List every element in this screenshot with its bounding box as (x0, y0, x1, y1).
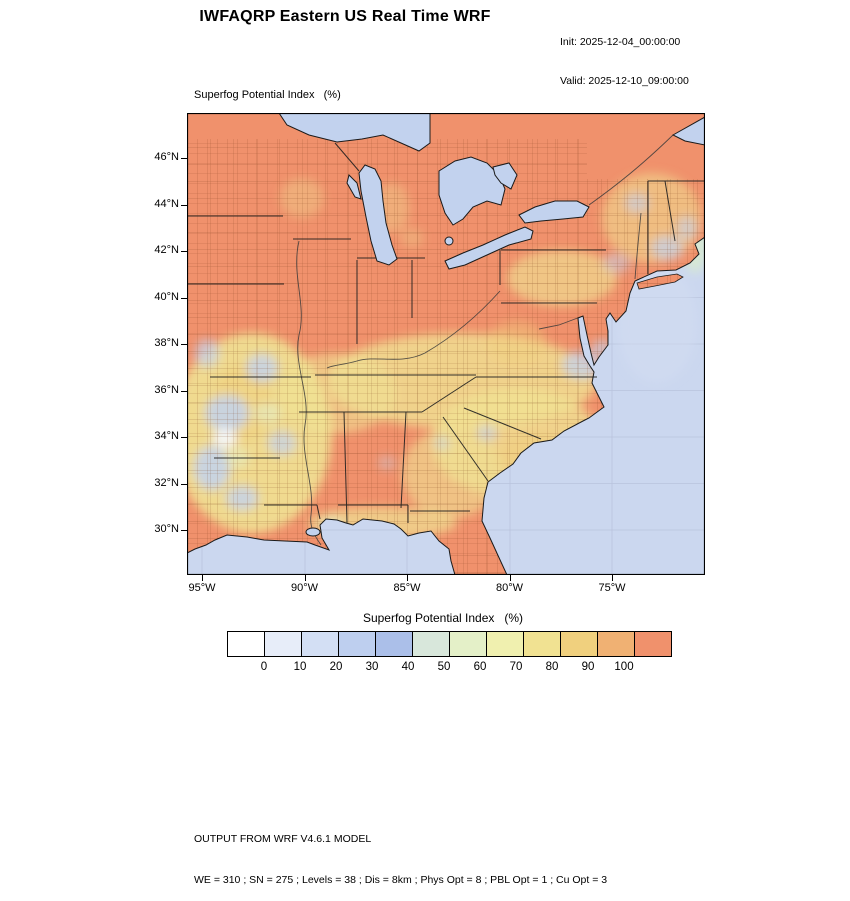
colorbar-cell (265, 632, 302, 656)
x-tick-label: 80°W (495, 582, 524, 594)
colorbar-cell (302, 632, 339, 656)
y-tick-mark (181, 158, 187, 159)
colorbar-cell (561, 632, 598, 656)
colorbar-tick-label: 70 (509, 661, 523, 673)
map-area: 46°N 44°N 42°N 40°N 38°N 36°N 34°N 32°N 30°N 95°W… (154, 113, 705, 594)
x-tick-mark (202, 575, 203, 581)
colorbar-tick-label: 50 (437, 661, 451, 673)
x-tick-mark (407, 575, 408, 581)
lake-st-clair (444, 236, 454, 246)
y-tick-label: 46°N (154, 151, 179, 163)
x-tick-mark (509, 575, 511, 581)
valid-time: Valid: 2025-12-10_09:00:00 (560, 75, 689, 87)
y-tick-label: 30°N (154, 523, 179, 535)
map-svg (187, 113, 705, 575)
x-tick-label: 85°W (393, 582, 421, 594)
lake-superior (278, 113, 431, 152)
y-tick-mark (181, 204, 187, 206)
colorbar-tick-label: 40 (401, 661, 415, 673)
st-lawrence-estuary (671, 116, 705, 146)
footer-line1: OUTPUT FROM WRF V4.6.1 MODEL (194, 833, 372, 845)
great-lakes (278, 113, 705, 537)
init-time: Init: 2025-12-04_00:00:00 (560, 36, 681, 48)
y-tick-mark (181, 483, 187, 485)
x-tick-label: 90°W (290, 582, 319, 594)
y-tick-label: 38°N (154, 337, 179, 349)
lake-pontchartrain (305, 527, 321, 537)
x-tick-label: 95°W (188, 582, 216, 594)
colorbar-tick-label: 60 (473, 661, 487, 673)
footer: OUTPUT FROM WRF V4.6.1 MODEL WE = 310 ; … (194, 806, 607, 901)
colorbar (227, 631, 672, 657)
green-bay (346, 174, 362, 200)
colorbar-tick-label: 10 (293, 661, 307, 673)
colorbar-cell (487, 632, 524, 656)
colorbar-tick-label: 90 (581, 661, 595, 673)
coastline (187, 236, 705, 575)
colorbar-cell (598, 632, 635, 656)
state-boundaries (187, 142, 705, 524)
y-tick-mark (181, 251, 187, 252)
map-frame (187, 113, 705, 575)
colorbar-tick-label: 30 (365, 661, 379, 673)
colorbar-title: Superfog Potential Index (%) (362, 611, 524, 625)
y-tick-mark (181, 437, 187, 438)
colorbar-tick-label: 20 (329, 661, 343, 673)
plot-title: IWFAQRP Eastern US Real Time WRF (199, 8, 491, 25)
y-tick-label: 32°N (154, 476, 179, 489)
x-tick-mark (304, 575, 306, 581)
colorbar-cell (339, 632, 376, 656)
y-tick-mark (181, 297, 187, 299)
y-tick-label: 42°N (154, 244, 179, 256)
y-tick-mark (181, 530, 187, 531)
colorbar-cell (413, 632, 450, 656)
rivers (296, 134, 674, 546)
colorbar-cell (228, 632, 265, 656)
y-tick-label: 44°N (154, 197, 179, 210)
x-tick-mark (612, 575, 613, 581)
colorbar-cell (635, 632, 671, 656)
x-tick-label: 75°W (598, 582, 626, 594)
field-label: Superfog Potential Index (%) (194, 89, 341, 101)
y-tick-label: 40°N (154, 290, 179, 303)
run-metadata: Init: 2025-12-04_00:00:00 Valid: 2025-12… (560, 10, 689, 101)
lake-huron (438, 156, 506, 226)
lake-ontario (518, 200, 590, 224)
lake-erie (444, 226, 534, 270)
colorbar-cell (524, 632, 561, 656)
colorbar-cell (376, 632, 413, 656)
colorbar-tick-label: 0 (260, 661, 268, 673)
y-tick-label: 34°N (154, 430, 179, 442)
lake-michigan (358, 164, 398, 266)
colorbar-tick-label: 100 (614, 661, 634, 673)
colorbar-ticks: 0 10 20 30 40 50 60 70 80 90 100 (228, 661, 660, 676)
y-tick-label: 36°N (154, 383, 179, 396)
y-tick-mark (181, 344, 187, 345)
colorbar-cell (450, 632, 487, 656)
y-tick-mark (181, 390, 187, 392)
georgian-bay (492, 162, 518, 190)
footer-line2: WE = 310 ; SN = 275 ; Levels = 38 ; Dis … (194, 873, 608, 886)
colorbar-tick-label: 80 (545, 661, 559, 673)
